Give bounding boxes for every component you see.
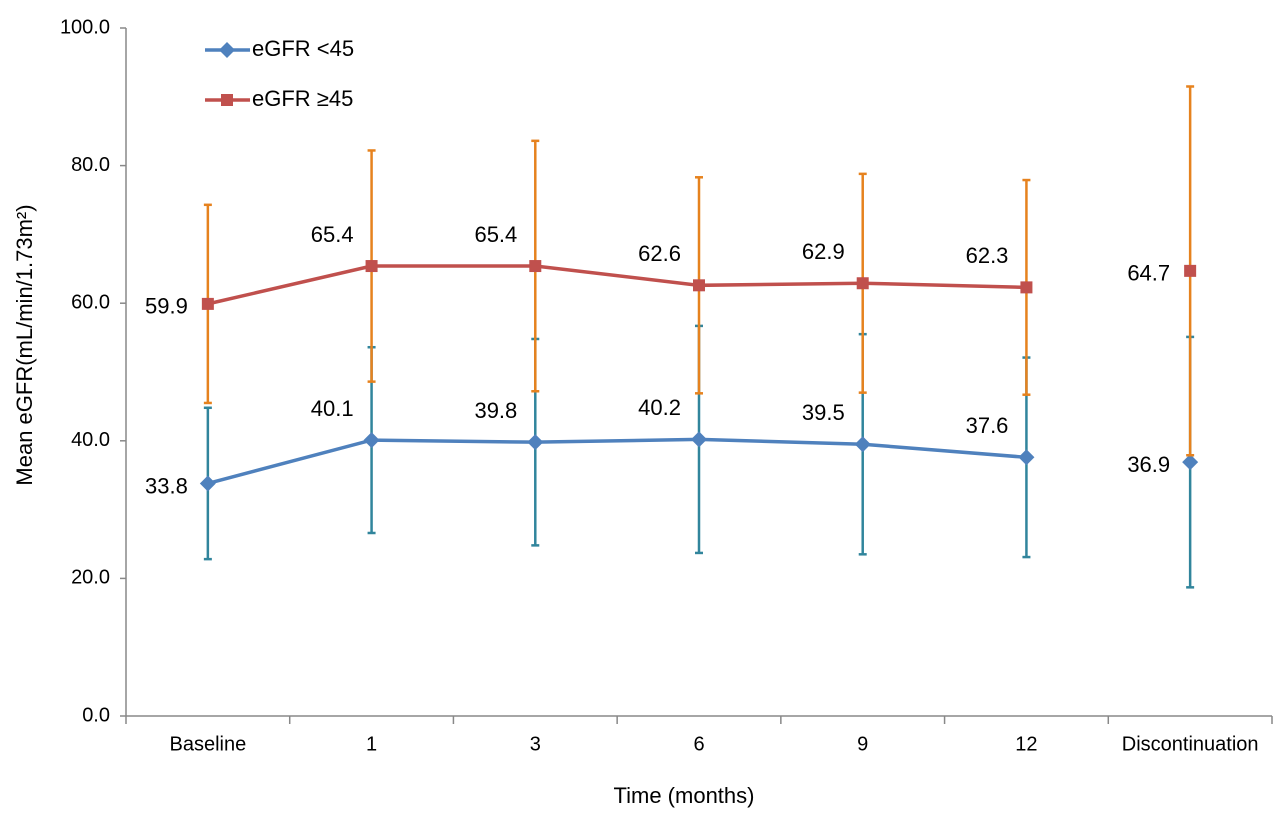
data-point [529,260,542,273]
x-tick-label: 6 [693,733,704,755]
data-point [1018,449,1035,466]
x-axis-title: Time (months) [614,783,755,808]
data-point [693,279,705,292]
data-label: 39.8 [474,398,517,423]
data-point [691,431,707,448]
data-point [1182,454,1199,471]
legend-label: eGFR <45 [252,36,354,61]
series-line [207,437,1027,486]
data-label: 40.2 [638,395,681,420]
y-tick-label: 60.0 [71,291,110,313]
data-label: 33.8 [145,473,188,498]
legend-marker [221,94,233,106]
data-label: 64.7 [1127,261,1170,286]
data-point [199,475,216,492]
x-tick-label: Baseline [169,733,246,755]
x-tick-label: Discontinuation [1122,733,1259,755]
data-label: 40.1 [311,396,354,421]
data-point [363,432,380,449]
legend-label: eGFR ≥45 [252,86,353,111]
data-label: 59.9 [145,294,188,319]
y-tick-label: 80.0 [71,154,110,176]
x-tick-label: 3 [530,733,541,755]
data-label: 62.3 [966,243,1009,268]
x-tick-label: 9 [857,733,868,755]
data-point [527,434,544,451]
data-label: 37.6 [966,413,1009,438]
data-point [856,277,869,290]
series-line [207,264,1027,306]
data-label: 39.5 [802,400,845,425]
data-point [854,436,871,453]
x-tick-label: 1 [366,733,377,755]
data-point [1184,264,1197,277]
y-tick-label: 100.0 [60,16,110,38]
data-label: 65.4 [311,222,354,247]
legend-marker [219,42,235,58]
data-label: 36.9 [1127,452,1170,477]
y-axis-title: Mean eGFR(mL/min/1.73m²) [12,204,37,485]
data-point [1020,281,1033,294]
y-tick-label: 20.0 [71,567,110,589]
data-point [365,260,378,273]
y-tick-label: 0.0 [82,704,110,726]
x-tick-label: 12 [1015,733,1037,755]
data-label: 62.6 [638,241,681,266]
data-point [201,297,214,310]
data-label: 65.4 [474,222,517,247]
data-label: 62.9 [802,239,845,264]
y-tick-label: 40.0 [71,429,110,451]
